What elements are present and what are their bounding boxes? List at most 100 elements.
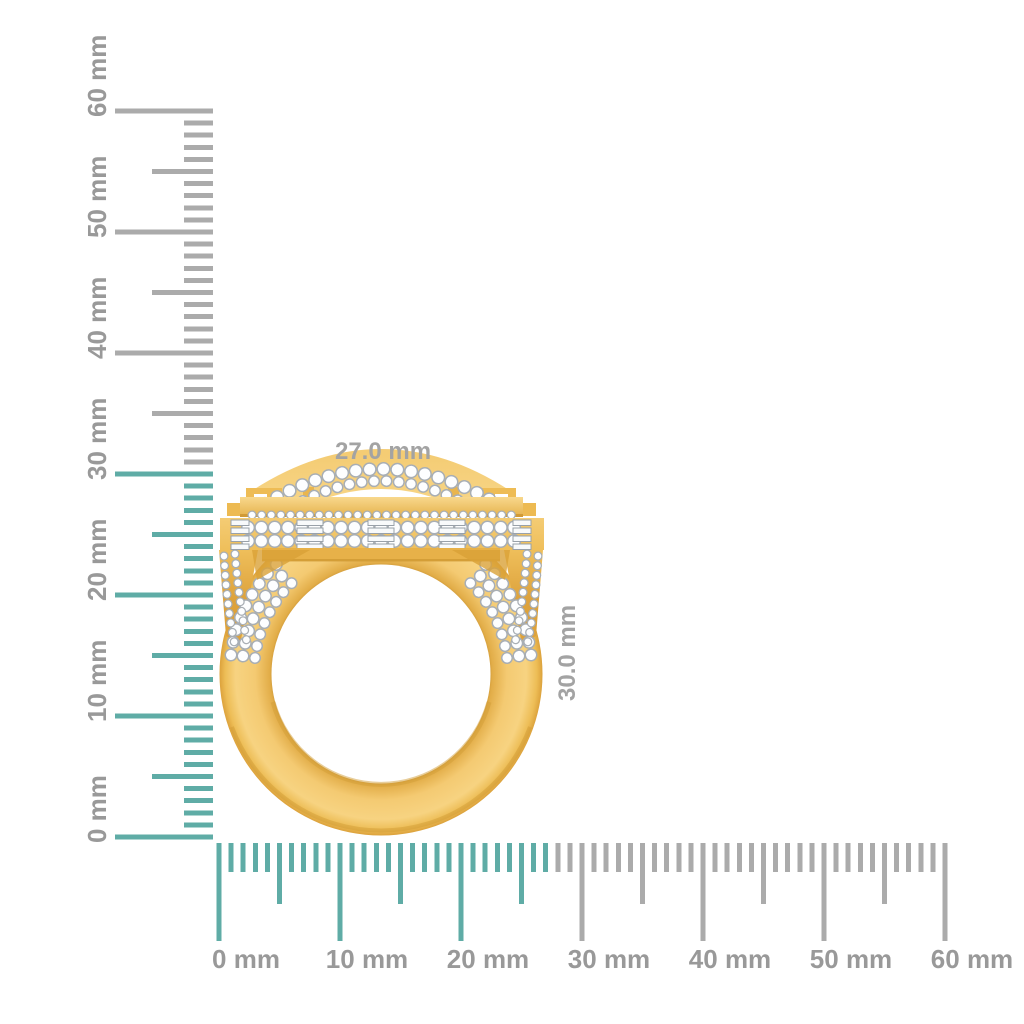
- ruler-tick-0mm: [115, 834, 213, 840]
- ruler-tick-47mm: [785, 843, 791, 872]
- ruler-tick-24mm: [184, 544, 213, 550]
- ruler-tick-42mm: [184, 326, 213, 332]
- ruler-tick-60mm: [942, 843, 948, 941]
- baguette-stacks: [230, 519, 532, 550]
- ruler-tick-45mm: [152, 290, 213, 295]
- ruler-tick-14mm: [184, 665, 213, 671]
- ruler-tick-4mm: [264, 843, 270, 872]
- ruler-tick-11mm: [184, 701, 213, 707]
- ring-outer-rim-shade: [230, 726, 532, 833]
- ruler-tick-37mm: [184, 386, 213, 392]
- ruler-tick-30mm: [115, 471, 213, 477]
- ruler-tick-32mm: [184, 447, 213, 453]
- ruler-tick-20mm: [115, 592, 213, 598]
- ruler-tick-28mm: [555, 843, 561, 872]
- ruler-tick-8mm: [184, 737, 213, 743]
- ruler-tick-39mm: [688, 843, 694, 872]
- ruler-tick-23mm: [494, 843, 500, 872]
- ruler-tick-56mm: [184, 156, 213, 162]
- ruler-tick-26mm: [184, 519, 213, 525]
- ruler-tick-28mm: [184, 495, 213, 501]
- ruler-tick-18mm: [184, 616, 213, 622]
- ruler-tick-58mm: [184, 132, 213, 138]
- ruler-tick-57mm: [906, 843, 912, 872]
- ruler-tick-3mm: [252, 843, 258, 872]
- ruler-tick-47mm: [184, 265, 213, 271]
- ruler-tick-49mm: [184, 241, 213, 247]
- ruler-tick-26mm: [531, 843, 537, 872]
- ruler-tick-3mm: [184, 798, 213, 804]
- ruler-tick-30mm: [579, 843, 585, 941]
- ruler-tick-6mm: [184, 761, 213, 767]
- ruler-tick-44mm: [184, 302, 213, 308]
- ruler-tick-12mm: [361, 843, 367, 872]
- ruler-tick-10mm: [115, 713, 213, 719]
- ruler-tick-53mm: [184, 193, 213, 199]
- ruler-tick-33mm: [615, 843, 621, 872]
- ruler-tick-6mm: [289, 843, 295, 872]
- ruler-tick-54mm: [869, 843, 875, 872]
- ruler-tick-1mm: [228, 843, 234, 872]
- ruler-tick-41mm: [712, 843, 718, 872]
- ruler-tick-29mm: [567, 843, 573, 872]
- ruler-tick-18mm: [434, 843, 440, 872]
- ruler-tick-27mm: [543, 843, 549, 872]
- right-shoulder-diamond-rows: [460, 549, 543, 664]
- ruler-tick-20mm: [458, 843, 464, 941]
- ruler-tick-21mm: [184, 580, 213, 586]
- ruler-tick-24mm: [506, 843, 512, 872]
- ruler-tick-55mm: [152, 169, 213, 174]
- ruler-tick-7mm: [301, 843, 307, 872]
- ruler-tick-46mm: [773, 843, 779, 872]
- ruler-tick-58mm: [918, 843, 924, 872]
- ruler-tick-9mm: [184, 725, 213, 731]
- ruler-tick-5mm: [152, 774, 213, 779]
- ruler-tick-5mm: [277, 843, 282, 904]
- ruler-tick-4mm: [184, 786, 213, 792]
- ruler-tick-56mm: [894, 843, 900, 872]
- ruler-tick-25mm: [519, 843, 524, 904]
- ruler-tick-59mm: [184, 120, 213, 126]
- ruler-tick-16mm: [410, 843, 416, 872]
- ruler-tick-9mm: [325, 843, 331, 872]
- ruler-tick-33mm: [184, 435, 213, 441]
- ruler-tick-40mm: [115, 350, 213, 356]
- ring-head-main-band: [220, 518, 544, 550]
- ruler-tick-35mm: [640, 843, 645, 904]
- ruler-tick-12mm: [184, 689, 213, 695]
- ruler-tick-36mm: [652, 843, 658, 872]
- ruler-tick-60mm: [115, 108, 213, 114]
- ruler-tick-14mm: [385, 843, 391, 872]
- ruler-tick-39mm: [184, 362, 213, 368]
- ruler-tick-54mm: [184, 181, 213, 187]
- ruler-tick-57mm: [184, 144, 213, 150]
- ruler-tick-50mm: [821, 843, 827, 941]
- ruler-tick-15mm: [398, 843, 403, 904]
- ruler-tick-32mm: [603, 843, 609, 872]
- ruler-tick-11mm: [349, 843, 355, 872]
- ring-inner-rim-shade: [270, 701, 492, 787]
- ruler-tick-0mm: [216, 843, 222, 941]
- ruler-tick-22mm: [184, 568, 213, 574]
- ruler-tick-42mm: [724, 843, 730, 872]
- ruler-tick-2mm: [240, 843, 246, 872]
- ring-head-gallery-bar: [227, 497, 536, 520]
- ruler-tick-35mm: [152, 411, 213, 416]
- ruler-tick-1mm: [184, 822, 213, 828]
- ruler-tick-15mm: [152, 653, 213, 658]
- ruler-tick-51mm: [184, 217, 213, 223]
- ruler-tick-13mm: [373, 843, 379, 872]
- ruler-tick-43mm: [184, 314, 213, 320]
- ruler-tick-16mm: [184, 640, 213, 646]
- ring-illustration: [219, 449, 544, 836]
- ruler-tick-8mm: [313, 843, 319, 872]
- ring-inner-hole: [271, 564, 491, 784]
- ruler-tick-34mm: [184, 423, 213, 429]
- ruler-tick-19mm: [184, 604, 213, 610]
- ruler-tick-48mm: [797, 843, 803, 872]
- ruler-tick-17mm: [184, 628, 213, 634]
- ruler-tick-45mm: [761, 843, 766, 904]
- ruler-tick-2mm: [184, 810, 213, 816]
